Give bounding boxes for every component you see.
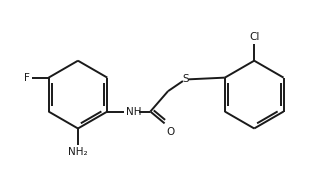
Text: S: S: [182, 74, 189, 84]
Text: F: F: [24, 73, 30, 83]
Text: NH₂: NH₂: [68, 147, 88, 157]
Text: NH: NH: [126, 107, 141, 117]
Text: O: O: [166, 127, 175, 137]
Text: Cl: Cl: [249, 32, 260, 42]
